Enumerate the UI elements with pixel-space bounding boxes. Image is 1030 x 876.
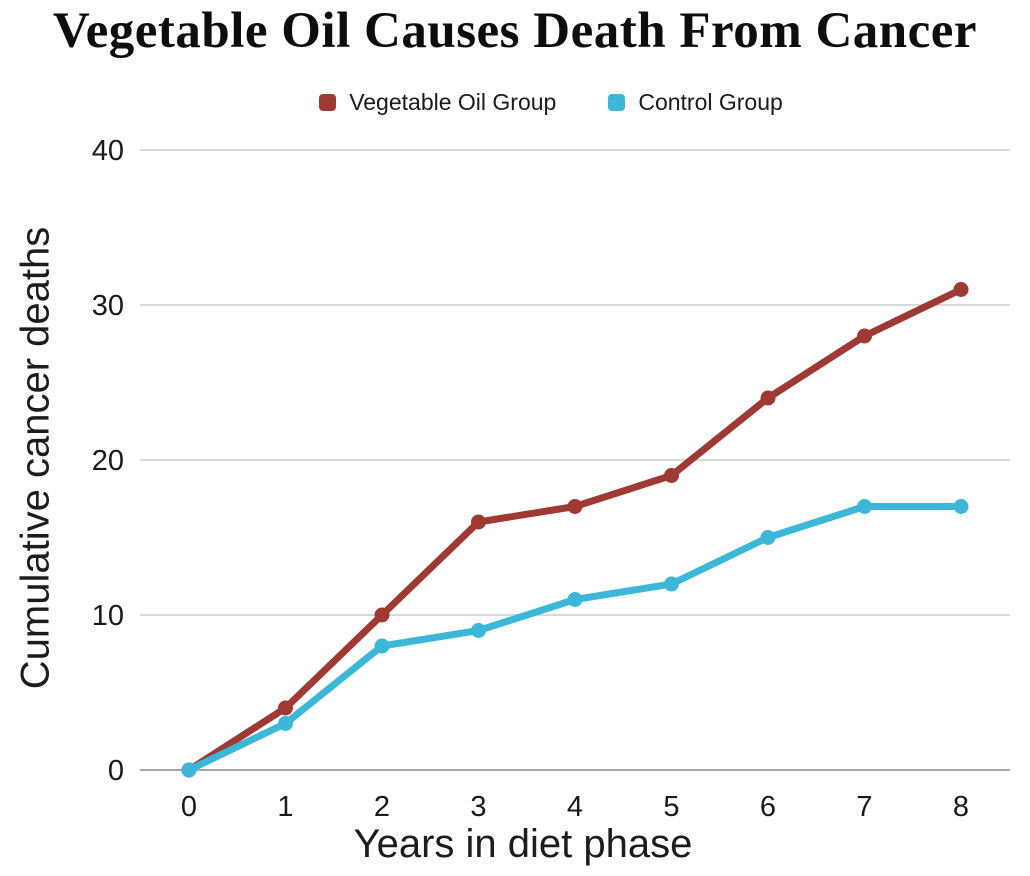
legend-item-control-group: Control Group bbox=[608, 89, 783, 116]
series-line-0 bbox=[185, 286, 965, 774]
x-tick-label: 7 bbox=[856, 791, 872, 823]
data-point-series-0 bbox=[760, 390, 776, 406]
y-tick-label: 30 bbox=[92, 290, 124, 322]
data-point-series-0 bbox=[857, 328, 872, 344]
y-tick-label: 20 bbox=[92, 445, 124, 477]
data-point-series-1 bbox=[664, 576, 679, 592]
legend-label-control-group: Control Group bbox=[638, 89, 783, 115]
legend-swatch-control-group-icon bbox=[608, 94, 626, 111]
legend-item-vegetable-oil-group: Vegetable Oil Group bbox=[319, 89, 556, 116]
x-tick-label: 2 bbox=[374, 791, 390, 823]
x-tick-label: 5 bbox=[663, 791, 679, 823]
data-point-series-0 bbox=[664, 468, 679, 483]
y-tick-label: 40 bbox=[92, 135, 124, 167]
data-point-series-0 bbox=[567, 499, 583, 514]
data-point-series-1 bbox=[278, 716, 293, 731]
legend: Vegetable Oil Group Control Group bbox=[36, 89, 1030, 116]
x-tick-label: 1 bbox=[277, 791, 293, 823]
y-axis-title: Cumulative cancer deaths bbox=[13, 226, 58, 690]
y-tick-label: 0 bbox=[108, 755, 124, 787]
series-line-1 bbox=[185, 503, 965, 774]
x-tick-label: 6 bbox=[760, 791, 776, 823]
data-point-series-0 bbox=[953, 282, 969, 297]
data-point-series-1 bbox=[857, 499, 872, 514]
x-axis-title: Years in diet phase bbox=[353, 822, 693, 866]
legend-label-vegetable-oil-group: Vegetable Oil Group bbox=[349, 89, 557, 115]
x-tick-label: 3 bbox=[470, 791, 486, 823]
x-tick-label: 0 bbox=[181, 791, 197, 823]
x-tick-label: 4 bbox=[567, 791, 583, 823]
data-point-series-0 bbox=[374, 607, 390, 623]
data-point-series-1 bbox=[374, 638, 390, 654]
chart-title: Vegetable Oil Causes Death From Cancer bbox=[52, 3, 978, 59]
x-tick-label: 8 bbox=[953, 791, 969, 823]
y-tick-label: 10 bbox=[92, 600, 124, 632]
data-point-series-1 bbox=[760, 530, 776, 545]
data-point-series-1 bbox=[953, 499, 969, 514]
data-point-series-1 bbox=[567, 592, 583, 607]
data-point-series-0 bbox=[471, 514, 486, 530]
data-point-series-1 bbox=[471, 623, 486, 638]
data-point-series-0 bbox=[278, 700, 293, 716]
data-point-series-1 bbox=[181, 762, 197, 778]
legend-swatch-vegetable-oil-icon bbox=[319, 94, 337, 111]
